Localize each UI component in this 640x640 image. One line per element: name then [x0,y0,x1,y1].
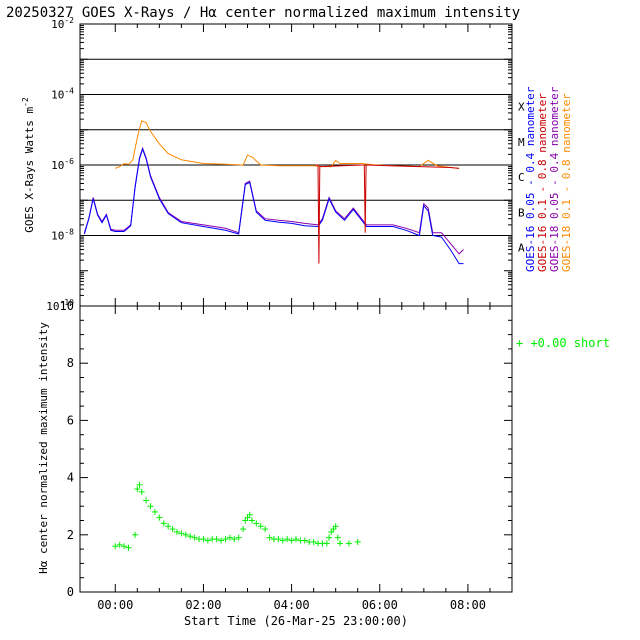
halpha-panel: 0 2 4 6 8 10 00:00 02:00 04:00 06:00 08:00 Hα cen… [37,24,610,628]
halpha-point [151,508,158,515]
halpha-point [226,534,233,541]
x-tick-label: 00:00 [97,598,133,612]
halpha-point [169,526,176,533]
halpha-y-tick-label: 2 [67,528,74,542]
halpha-point [173,528,180,535]
xray-series-line [315,164,460,264]
x-tick-label: 02:00 [185,598,221,612]
xray-y-axis-label-main: GOES X-Rays Watts m [23,107,36,233]
halpha-point [138,488,145,495]
class-label: C [518,171,525,184]
x-tick-label: 04:00 [274,598,310,612]
halpha-point [116,541,123,548]
halpha-point [222,536,229,543]
xray-legend-entry: GOES-18 0.05 - 0.4 nanometer [548,86,561,272]
plot-title: 20250327 GOES X-Rays / Hα center normali… [6,5,520,21]
xray-y-tick-label: 10-2 [51,16,74,31]
halpha-point [337,540,344,547]
halpha-point [112,543,119,550]
halpha-point [288,537,295,544]
halpha-point [301,537,308,544]
halpha-point [125,544,132,551]
x-tick-label: 06:00 [362,598,398,612]
x-axis-label: Start Time (26-Mar-25 23:00:00) [184,614,408,628]
halpha-y-tick-label: 0 [67,585,74,599]
halpha-point [156,514,163,521]
halpha-y-ticks: 0 2 4 6 8 10 [60,299,512,599]
halpha-panel-frame [79,305,513,593]
xray-y-axis-label-sup: -2 [21,97,30,107]
halpha-point [160,520,167,527]
halpha-point [231,536,238,543]
halpha-point [187,533,194,540]
halpha-points-group [112,481,361,551]
halpha-point [132,531,139,538]
x-tick-label: 08:00 [450,598,486,612]
halpha-point [284,536,291,543]
class-label: M [518,136,525,149]
halpha-y-axis-label: Hα center normalized maximum intensity [37,322,50,574]
xray-series-line [83,146,464,255]
halpha-point [200,536,207,543]
halpha-point [257,523,264,530]
halpha-point [240,526,247,533]
xray-y-axis-label: GOES X-Rays Watts m-2 [21,97,36,233]
halpha-point [323,540,330,547]
flare-class-labels: X M C B A [518,101,525,255]
halpha-point [253,520,260,527]
halpha-point [147,503,154,510]
halpha-point [134,486,141,493]
halpha-point [235,534,242,541]
xray-y-ticks: 10-2 10-4 10-6 10-8 10-10 [46,16,512,313]
halpha-point [121,543,128,550]
xray-legend-entry: GOES-16 0.1 - 0.8 nanometer [536,93,549,272]
class-label: X [518,101,525,114]
xray-legend-entry: GOES-16 0.05 - 0.4 nanometer [524,86,537,272]
halpha-point [136,481,143,488]
halpha-y-tick-label: 8 [67,356,74,370]
halpha-point [165,523,172,530]
xray-legend: GOES-16 0.05 - 0.4 nanometer GOES-16 0.1 … [524,86,573,272]
xray-series-line [115,120,460,169]
xray-series-line [83,147,464,265]
halpha-point [293,536,299,543]
class-label: B [518,206,525,219]
halpha-x-ticks: 00:00 02:00 04:00 06:00 08:00 [97,24,491,612]
halpha-point [143,497,150,504]
xray-y-tick-label: 10-10 [46,298,74,313]
halpha-y-tick-label: 6 [67,413,74,427]
xray-y-tick-label: 10-6 [51,157,74,172]
halpha-point [182,531,189,538]
halpha-point [354,538,361,545]
halpha-point [246,511,253,518]
halpha-point [310,538,317,545]
halpha-point [262,526,269,533]
halpha-legend: + +0.00 short [516,336,610,350]
halpha-point [204,537,211,544]
halpha-point [334,534,341,541]
halpha-point [248,517,255,524]
halpha-y-tick-label: 4 [67,471,74,485]
halpha-point [213,536,220,543]
xray-series-group [83,120,464,265]
halpha-point [275,536,282,543]
halpha-point [191,534,198,541]
halpha-point [266,534,273,541]
halpha-point [279,537,286,544]
flare-class-lines [80,58,512,236]
halpha-point [345,540,352,547]
halpha-point [326,534,333,541]
xray-y-tick-label: 10-4 [51,87,74,102]
halpha-point [218,537,225,544]
halpha-point [332,523,339,530]
xray-legend-entry: GOES-18 0.1 - 0.8 nanometer [560,93,573,272]
xray-y-tick-label: 10-8 [51,228,74,243]
halpha-y-tick-label: 10 [60,299,74,313]
class-label: A [518,242,525,255]
halpha-point [178,530,185,537]
